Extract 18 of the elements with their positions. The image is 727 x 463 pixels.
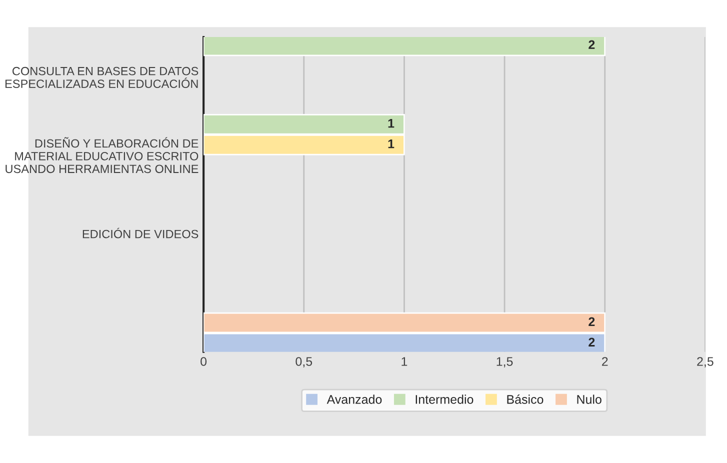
data-label: 2 (588, 40, 595, 49)
legend-label: Avanzado (326, 394, 382, 404)
y-tick-label: DISEÑO Y ELABORACIÓN DE MATERIAL EDUCATIVO ESCRITO USANDO HERRAMIENTAS ONLINE (6, 137, 198, 174)
x-tick-label: 2,5 (697, 357, 714, 368)
x-tick-label: 0,5 (296, 357, 312, 368)
y-tick-label: EDICIÓN DE VIDEOS (82, 228, 198, 238)
data-label: 1 (388, 140, 394, 148)
data-label: 2 (588, 338, 595, 346)
x-tick-label: 1,5 (496, 357, 513, 368)
y-tick-label: CONSULTA EN BASES DE DATOS ESPECIALIZADAS EN EDUCACIÓN (5, 66, 198, 88)
x-tick-label: 1 (402, 357, 408, 366)
data-label: 1 (388, 119, 394, 128)
legend-label: Intermedio (416, 394, 474, 404)
x-tick-label: 2 (602, 357, 608, 366)
legend-label: Básico (507, 394, 544, 404)
x-tick-label: 0 (200, 357, 207, 366)
legend-label: Nulo (577, 394, 602, 404)
data-label: 2 (588, 317, 595, 326)
